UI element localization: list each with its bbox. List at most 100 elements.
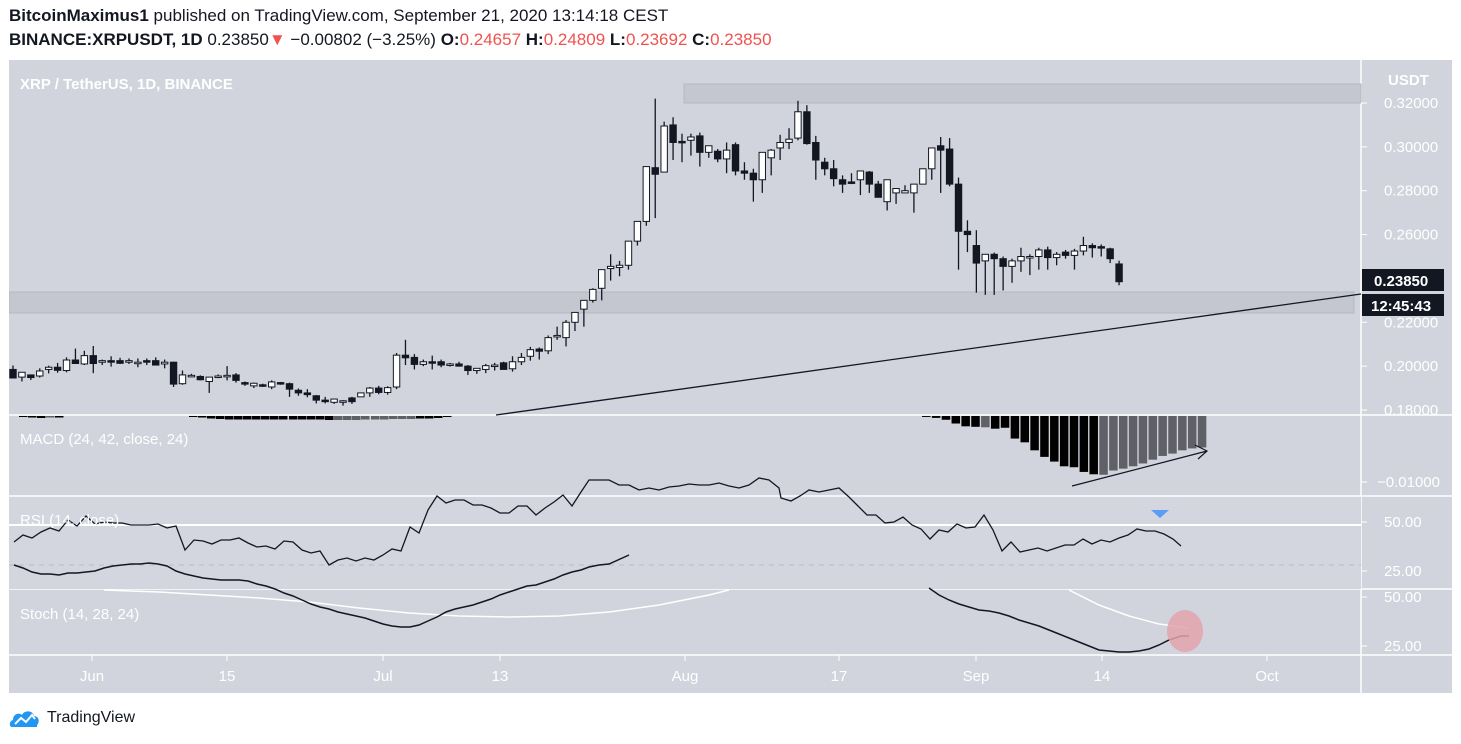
time-tick-label: Aug bbox=[672, 668, 699, 685]
candle bbox=[241, 382, 249, 385]
candle bbox=[821, 161, 829, 170]
indicator-tick-label: 25.00 bbox=[1384, 638, 1422, 655]
support-zone[interactable] bbox=[9, 291, 1355, 314]
published-text: published on TradingView.com, September … bbox=[153, 6, 669, 25]
candle bbox=[482, 365, 490, 370]
candle bbox=[71, 359, 80, 365]
candle bbox=[1088, 245, 1097, 249]
candle bbox=[749, 172, 758, 181]
candle bbox=[562, 321, 570, 339]
candle bbox=[1079, 245, 1088, 252]
close-label: C: bbox=[692, 30, 711, 49]
candle bbox=[276, 382, 285, 385]
chart-canvas[interactable]: XRP / TetherUS, 1D, BINANCE MACD (24, 42… bbox=[9, 60, 1452, 693]
low-value: 0.23692 bbox=[625, 30, 688, 49]
rsi-label: RSI (14, close) bbox=[20, 512, 119, 529]
macd-bar bbox=[1148, 416, 1158, 460]
candle bbox=[410, 356, 419, 365]
macd-bar bbox=[931, 416, 941, 418]
candle bbox=[392, 354, 401, 388]
macd-arrow[interactable] bbox=[1071, 444, 1209, 487]
candle bbox=[80, 355, 89, 365]
candle bbox=[383, 387, 392, 393]
footer-brand[interactable]: TradingView bbox=[9, 708, 135, 728]
candle bbox=[169, 361, 178, 385]
author-name[interactable]: BitcoinMaximus1 bbox=[9, 6, 149, 25]
price-axis[interactable]: USDT 0.32000 0.30000 0.28000 0.26000 0.22000… bbox=[1361, 72, 1444, 655]
resistance-zone[interactable] bbox=[683, 83, 1362, 104]
open-value: 0.24657 bbox=[459, 30, 522, 49]
candle bbox=[1044, 249, 1052, 259]
macd-bar bbox=[1178, 416, 1187, 451]
macd-bar bbox=[951, 416, 961, 424]
candle bbox=[883, 179, 891, 203]
ascending-trendline[interactable] bbox=[495, 293, 1362, 416]
macd-bar bbox=[1158, 416, 1167, 456]
symbol-name: BINANCE:XRPUSDT, 1D bbox=[9, 30, 203, 49]
candle bbox=[401, 354, 410, 359]
indicator-tick-label: 50.00 bbox=[1384, 589, 1422, 606]
candle bbox=[232, 374, 240, 381]
candle bbox=[303, 392, 312, 396]
candle bbox=[544, 337, 552, 352]
time-tick-label: 15 bbox=[219, 668, 236, 685]
candle bbox=[874, 183, 882, 198]
candle bbox=[794, 111, 802, 139]
chart-container[interactable]: XRP / TetherUS, 1D, BINANCE MACD (24, 42… bbox=[9, 60, 1452, 693]
rsi-line bbox=[13, 477, 1182, 566]
candle bbox=[517, 356, 526, 363]
macd-bar bbox=[1000, 416, 1010, 428]
candle bbox=[490, 364, 499, 368]
candle bbox=[767, 149, 775, 159]
candle bbox=[62, 359, 71, 372]
down-arrow-icon: ▼ bbox=[268, 30, 286, 49]
candle bbox=[321, 399, 329, 403]
candle bbox=[375, 387, 383, 393]
macd-bar bbox=[1197, 416, 1207, 448]
candle bbox=[999, 258, 1007, 267]
time-tick-label: Sep bbox=[963, 668, 990, 685]
macd-bar bbox=[1109, 416, 1118, 471]
candle bbox=[803, 111, 811, 145]
candle bbox=[758, 151, 766, 181]
candle bbox=[678, 140, 686, 144]
candle bbox=[178, 374, 187, 385]
candle bbox=[1070, 250, 1079, 256]
candle bbox=[499, 362, 508, 370]
candle bbox=[865, 171, 874, 185]
candle bbox=[580, 299, 588, 310]
price-tick-label: 0.18000 bbox=[1384, 402, 1438, 419]
macd-bar bbox=[961, 416, 970, 427]
price-tick-label: 0.28000 bbox=[1384, 183, 1438, 200]
price-tick-label: 0.20000 bbox=[1384, 358, 1438, 375]
indicator-tick-label: 25.00 bbox=[1384, 563, 1422, 580]
candle bbox=[187, 374, 196, 378]
candle bbox=[847, 181, 856, 184]
candle bbox=[98, 360, 106, 363]
candle bbox=[919, 168, 927, 185]
countdown-tag bbox=[1362, 294, 1444, 316]
candle bbox=[214, 375, 222, 379]
candle bbox=[143, 360, 151, 363]
price-tick-label: 0.30000 bbox=[1384, 139, 1438, 156]
candle bbox=[589, 288, 597, 301]
macd-bar bbox=[990, 416, 1000, 429]
candle bbox=[526, 349, 535, 357]
rsi-background bbox=[9, 497, 1361, 589]
macd-bar bbox=[1187, 416, 1197, 449]
macd-bar bbox=[1030, 416, 1039, 451]
macd-bar bbox=[941, 416, 951, 420]
time-tick-label: Oct bbox=[1255, 668, 1279, 685]
candle bbox=[856, 170, 865, 181]
candle bbox=[1106, 248, 1114, 260]
candle bbox=[598, 269, 606, 289]
candle bbox=[651, 167, 659, 175]
candle bbox=[990, 253, 998, 260]
time-axis[interactable]: Jun 15 Jul 13 Aug 17 Sep 14 Oct bbox=[80, 655, 1280, 685]
macd-bar bbox=[1089, 416, 1098, 475]
candle bbox=[945, 148, 954, 185]
candle bbox=[27, 374, 35, 379]
candle bbox=[508, 361, 517, 370]
candle bbox=[348, 397, 356, 403]
candle bbox=[972, 245, 981, 264]
